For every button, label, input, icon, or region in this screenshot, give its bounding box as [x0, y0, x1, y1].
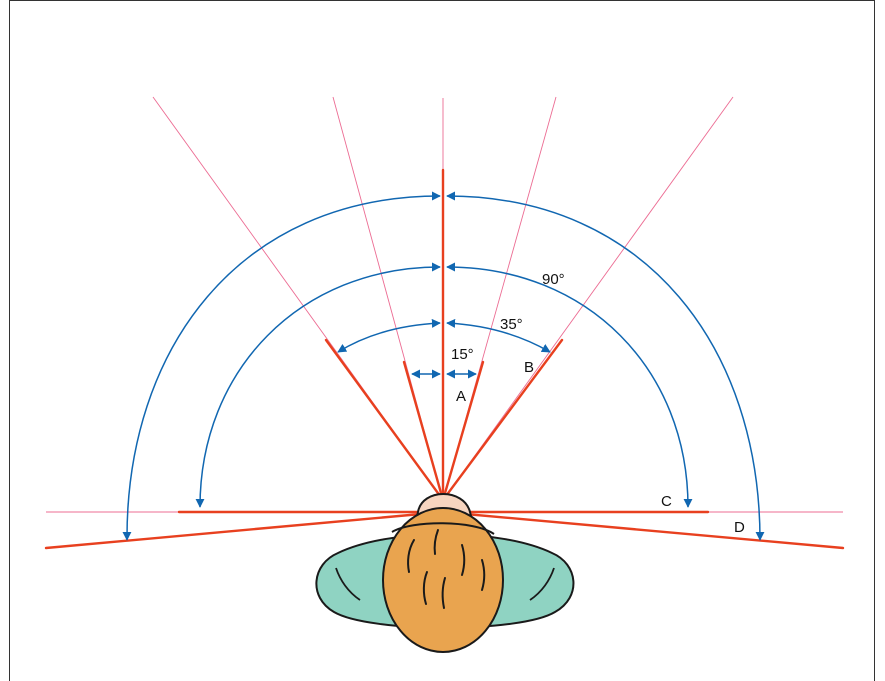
line-left-15	[402, 360, 445, 502]
label-b: B	[524, 359, 534, 376]
label-d: D	[734, 519, 745, 536]
label-c: C	[661, 493, 672, 510]
shoulder-folds	[335, 567, 555, 601]
label-90-degrees: 90°	[542, 271, 565, 288]
line-left-35	[324, 338, 445, 502]
person-illustration	[315, 493, 575, 653]
angle-arrows	[122, 191, 765, 541]
reference-lines	[46, 96, 843, 513]
line-right-15	[441, 360, 485, 502]
frame-border	[9, 0, 875, 681]
arrow-90-left	[195, 262, 441, 508]
label-a: A	[456, 388, 466, 405]
hairline	[391, 522, 495, 535]
arrow-90-right	[446, 262, 693, 508]
arrow-35-left	[337, 318, 441, 353]
head	[382, 507, 504, 653]
hair-strands	[407, 529, 486, 609]
arrow-outer-right	[446, 191, 765, 541]
arrow-outer-left	[122, 191, 441, 541]
line-right-35	[441, 338, 564, 502]
label-35-degrees: 35°	[500, 316, 523, 333]
label-15-degrees: 15°	[451, 346, 474, 363]
